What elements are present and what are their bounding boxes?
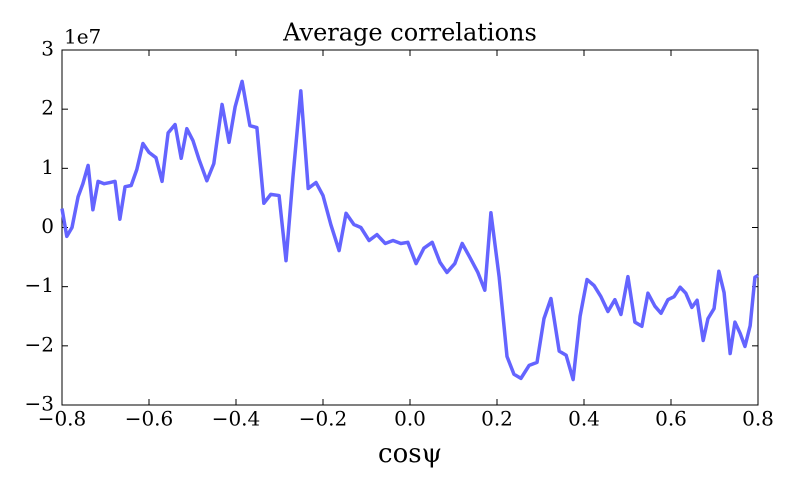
y-offset-label: 1e7 [64,25,101,49]
x-tick-label: 0.0 [394,407,426,431]
x-tick-label: 0.6 [655,407,687,431]
x-tick-label: −0.2 [299,407,348,431]
x-tick-label: 0.8 [742,407,774,431]
chart-title: Average correlations [282,19,537,47]
y-tick-label: 3 [41,37,54,61]
plot-frame [61,49,759,406]
x-tick-label: 0.4 [568,407,600,431]
y-tick-label: −2 [25,332,54,356]
y-tick-label: 2 [41,96,54,120]
x-axis-label: cosψ [378,439,442,469]
x-tick-label: 0.2 [481,407,513,431]
y-tick-label: 1 [41,155,54,179]
y-tick-label: −1 [25,273,54,297]
x-tick-label: −0.8 [38,407,87,431]
data-line [60,79,759,382]
y-tick-label: 0 [41,214,54,238]
y-tick-label: −3 [25,392,54,416]
x-tick-label: −0.6 [125,407,174,431]
x-tick-label: −0.4 [212,407,261,431]
